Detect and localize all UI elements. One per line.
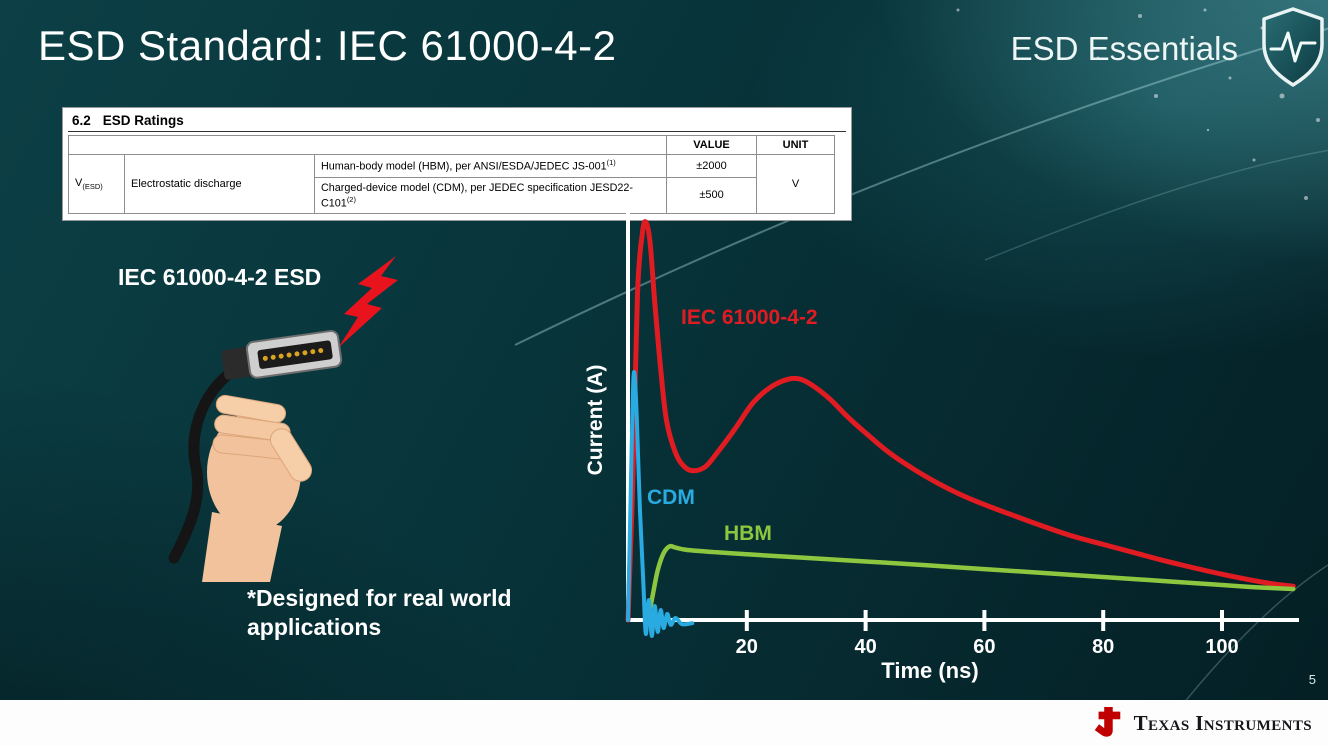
- chart-canvas: 20 40 60 80 100: [625, 212, 1299, 658]
- footer-bar: Texas Instruments: [0, 700, 1328, 746]
- ti-logo-icon: [1094, 706, 1120, 737]
- curve-iec-61000-4-2: [625, 219, 1296, 623]
- x-axis-tick-label: 100: [1205, 636, 1238, 658]
- table-caption: 6.2 ESD Ratings: [68, 111, 846, 132]
- parameter-cell: Electrostatic discharge: [124, 153, 315, 215]
- x-axis-tick-label: 60: [973, 636, 995, 658]
- table-row: Charged-device model (CDM), per JEDEC sp…: [69, 176, 835, 215]
- esd-shield-icon: [1262, 7, 1324, 87]
- value-cell-hbm: ±2000: [666, 154, 758, 178]
- x-axis-tick-label: 80: [1092, 636, 1114, 658]
- section-number: 6.2: [72, 113, 91, 128]
- series-label-cdm: CDM: [647, 486, 695, 509]
- condition-cell-hbm: Human-body model (HBM), per ANSI/ESDA/JE…: [313, 154, 668, 178]
- series-label-iec: IEC 61000-4-2: [681, 306, 818, 329]
- x-axis-label: Time (ns): [881, 658, 979, 683]
- brand-text: Texas Instruments: [1133, 710, 1312, 735]
- symbol-cell: V(ESD): [68, 153, 125, 215]
- curve-hbm: [644, 543, 1296, 623]
- section-title: ESD Ratings: [102, 113, 184, 128]
- hand: [202, 394, 313, 582]
- cable: [168, 360, 246, 564]
- iec-esd-caption: IEC 61000-4-2 ESD: [118, 264, 322, 290]
- x-axis-tick-label: 40: [854, 636, 876, 658]
- value-column-header: VALUE: [666, 135, 758, 155]
- x-axis-tick-label: 20: [736, 636, 758, 658]
- hand-holding-connector-illustration: [168, 329, 343, 582]
- pulse-line-icon: [1269, 31, 1317, 63]
- table-header-row: VALUE UNIT: [67, 135, 836, 155]
- series-title: ESD Essentials: [1010, 30, 1238, 67]
- series-label-hbm: HBM: [724, 522, 772, 545]
- y-axis-label: Current (A): [584, 364, 607, 476]
- condition-cell-cdm: Charged-device model (CDM), per JEDEC sp…: [313, 176, 668, 215]
- curve-cdm: [626, 370, 695, 638]
- ratings-grid: VALUE UNIT V(ESD) Electrostatic discharg…: [67, 135, 836, 215]
- lightning-bolt-icon: [338, 256, 398, 348]
- unit-cell: V: [756, 153, 836, 215]
- page-title: ESD Standard: IEC 61000-4-2: [38, 22, 617, 69]
- esd-ratings-table: 6.2 ESD Ratings VALUE UNIT V(ESD) Electro…: [62, 107, 852, 222]
- hdmi-connector: [221, 329, 343, 380]
- value-cell-cdm: ±500: [666, 176, 758, 215]
- blank-header-cell: [67, 135, 668, 155]
- table-row: V(ESD) Electrostatic discharge Human-bod…: [68, 153, 836, 215]
- unit-column-header: UNIT: [756, 135, 836, 155]
- esd-waveform-chart: 20 40 60 80 100 Current (A) Time (ns) IEC 61…: [584, 200, 1325, 694]
- design-note: *Designed for real world applications: [247, 585, 512, 641]
- page-number: 5: [1308, 672, 1316, 687]
